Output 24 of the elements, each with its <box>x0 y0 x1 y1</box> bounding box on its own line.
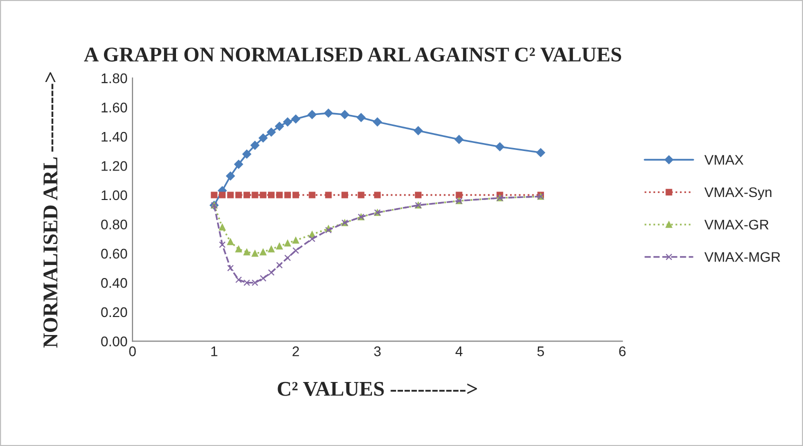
y-tick-label: 0.60 <box>101 248 128 259</box>
chart-title: A GRAPH ON NORMALISED ARL AGAINST C² VALUES <box>84 48 622 62</box>
x-axis-title: C² VALUES -----------> <box>278 382 477 396</box>
x-tick-label: 3 <box>374 346 381 356</box>
x-tick-label: 4 <box>456 346 463 356</box>
legend-label: VMAX-Syn <box>704 187 772 200</box>
y-tick-label: 0.80 <box>101 220 128 230</box>
x-tick-label: 0 <box>129 346 136 356</box>
y-tick-label: 0.20 <box>101 307 128 318</box>
legend-label: VMAX-GR <box>704 220 769 230</box>
x-tick-label: 2 <box>292 346 299 356</box>
legend-label: VMAX-MGR <box>704 252 780 262</box>
y-tick-label: 0.00 <box>101 336 128 346</box>
y-axis-title: NORMALISED ARL ----------> <box>43 72 58 348</box>
y-tick-label: 1.40 <box>102 132 128 142</box>
x-tick-label: 1 <box>211 346 218 356</box>
x-tick-label: 5 <box>537 346 544 356</box>
y-tick-label: 0.40 <box>101 278 128 288</box>
x-tick-label: 6 <box>619 346 626 356</box>
y-tick-label: 1.80 <box>102 73 128 84</box>
y-tick-label: 1.60 <box>102 102 128 112</box>
y-tick-label: 1.00 <box>102 190 128 200</box>
legend-label: VMAX <box>704 155 744 165</box>
y-tick-label: 1.20 <box>102 161 128 171</box>
